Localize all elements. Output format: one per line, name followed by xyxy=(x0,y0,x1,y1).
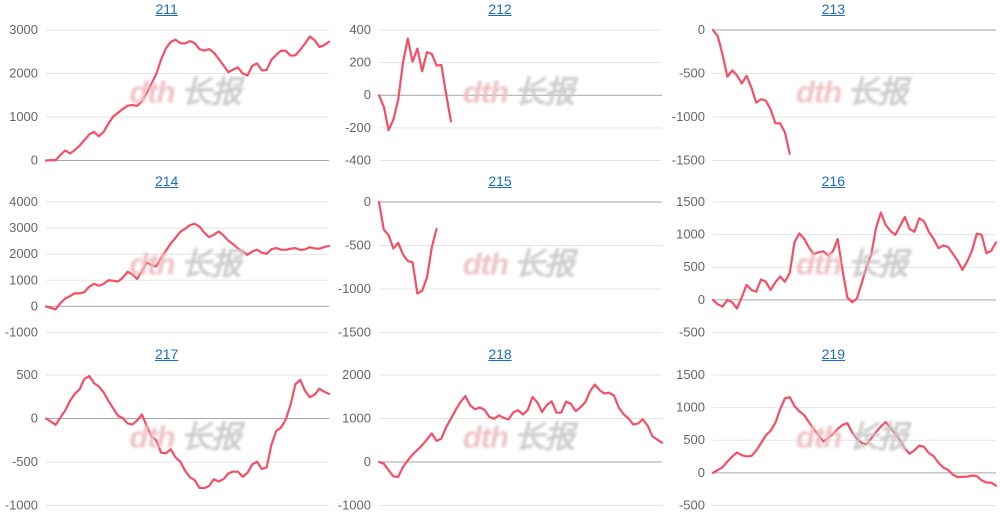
svg-text:0: 0 xyxy=(31,152,38,167)
svg-text:0: 0 xyxy=(31,299,38,314)
svg-text:-1000: -1000 xyxy=(5,325,38,340)
svg-text:-500: -500 xyxy=(12,454,38,469)
svg-text:1000: 1000 xyxy=(9,273,38,288)
svg-text:3000: 3000 xyxy=(9,220,38,235)
svg-text:500: 500 xyxy=(683,432,705,447)
svg-text:-1000: -1000 xyxy=(5,497,38,512)
svg-text:0: 0 xyxy=(364,454,371,469)
svg-text:1500: 1500 xyxy=(676,367,705,382)
svg-text:0: 0 xyxy=(31,410,38,425)
svg-text:2000: 2000 xyxy=(9,66,38,81)
svg-text:2000: 2000 xyxy=(342,367,371,382)
svg-text:-500: -500 xyxy=(345,238,371,253)
svg-text:-1000: -1000 xyxy=(338,281,371,296)
svg-text:500: 500 xyxy=(16,367,38,382)
svg-text:3000: 3000 xyxy=(9,22,38,37)
svg-text:1000: 1000 xyxy=(676,399,705,414)
svg-text:1500: 1500 xyxy=(676,194,705,209)
svg-text:200: 200 xyxy=(350,55,372,70)
svg-text:-1000: -1000 xyxy=(338,497,371,512)
svg-text:0: 0 xyxy=(697,465,704,480)
svg-text:400: 400 xyxy=(350,22,372,37)
svg-text:500: 500 xyxy=(683,260,705,275)
svg-text:-400: -400 xyxy=(345,152,371,167)
svg-text:4000: 4000 xyxy=(9,194,38,209)
svg-text:0: 0 xyxy=(697,22,704,37)
svg-text:-1500: -1500 xyxy=(671,152,704,167)
svg-text:-1500: -1500 xyxy=(338,325,371,340)
svg-text:0: 0 xyxy=(364,87,371,102)
svg-text:-200: -200 xyxy=(345,120,371,135)
svg-text:1000: 1000 xyxy=(342,410,371,425)
svg-text:-500: -500 xyxy=(679,325,705,340)
svg-text:1000: 1000 xyxy=(9,109,38,124)
svg-text:0: 0 xyxy=(364,194,371,209)
svg-text:-500: -500 xyxy=(679,66,705,81)
svg-text:-1000: -1000 xyxy=(671,109,704,124)
svg-text:0: 0 xyxy=(697,292,704,307)
svg-text:-500: -500 xyxy=(679,497,705,512)
svg-text:1000: 1000 xyxy=(676,227,705,242)
svg-text:2000: 2000 xyxy=(9,247,38,262)
